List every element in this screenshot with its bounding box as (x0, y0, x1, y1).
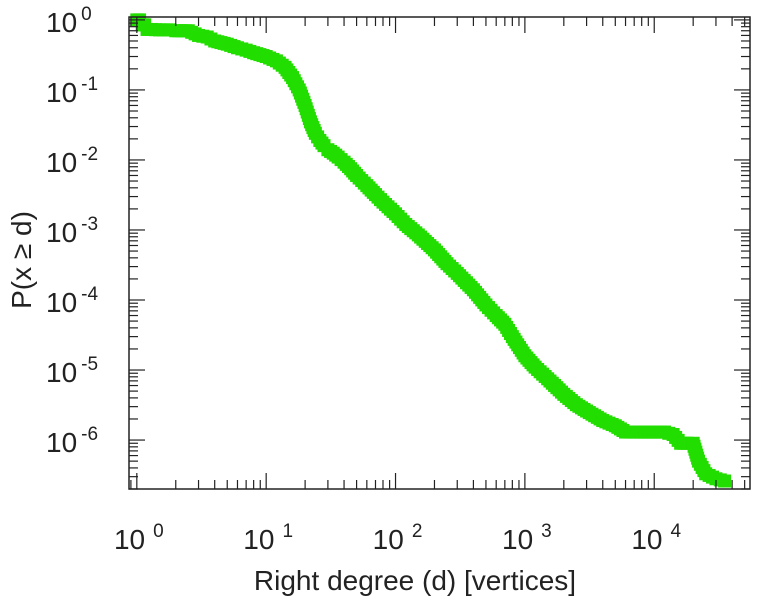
plot-marks (130, 13, 732, 488)
y-axis-label: P(x ≥ d) (6, 211, 37, 309)
y-tick-exponent: -6 (81, 424, 98, 445)
y-tick-base: 10 (46, 77, 77, 108)
y-tick-exponent: 0 (81, 4, 92, 25)
x-tick-exponent: 0 (153, 521, 164, 542)
x-tick-base: 10 (631, 524, 662, 555)
y-tick-label: 10 -6 (46, 424, 98, 458)
x-tick-base: 10 (373, 524, 404, 555)
x-tick-base: 10 (114, 524, 145, 555)
y-tick-base: 10 (46, 427, 77, 458)
y-tick-label: 10 -3 (46, 214, 98, 248)
x-tick-exponent: 2 (412, 521, 423, 542)
y-tick-label: 10 -4 (46, 284, 98, 318)
y-tick-exponent: -3 (81, 214, 98, 235)
y-tick-label: 10 -2 (46, 144, 98, 178)
x-tick-label: 10 1 (243, 521, 293, 555)
x-tick-exponent: 3 (541, 521, 552, 542)
x-tick-label: 10 0 (114, 521, 164, 555)
data-point (718, 474, 732, 488)
y-tick-label: 10 0 (46, 4, 92, 38)
y-tick-base: 10 (46, 287, 77, 318)
y-tick-base: 10 (46, 357, 77, 388)
y-tick-exponent: -5 (81, 354, 98, 375)
x-tick-exponent: 1 (282, 521, 293, 542)
x-tick-label: 10 2 (373, 521, 423, 555)
y-tick-base: 10 (46, 147, 77, 178)
y-tick-exponent: -4 (81, 284, 98, 305)
y-tick-exponent: -2 (81, 144, 98, 165)
y-tick-label: 10 -5 (46, 354, 98, 388)
x-axis-label: Right degree (d) [vertices] (254, 565, 576, 596)
axes (128, 16, 751, 490)
y-tick-base: 10 (46, 7, 77, 38)
x-tick-label: 10 3 (502, 521, 552, 555)
y-tick-exponent: -1 (81, 74, 98, 95)
y-tick-base: 10 (46, 217, 77, 248)
x-tick-base: 10 (502, 524, 533, 555)
x-tick-label: 10 4 (631, 521, 681, 555)
x-tick-exponent: 4 (671, 521, 682, 542)
plot-frame (128, 16, 751, 490)
tick-labels: 10 0 10 1 10 2 10 3 10 410 010 -110 -210 -310 -410 -510… (46, 4, 682, 555)
y-tick-label: 10 -1 (46, 74, 98, 108)
x-tick-base: 10 (243, 524, 274, 555)
